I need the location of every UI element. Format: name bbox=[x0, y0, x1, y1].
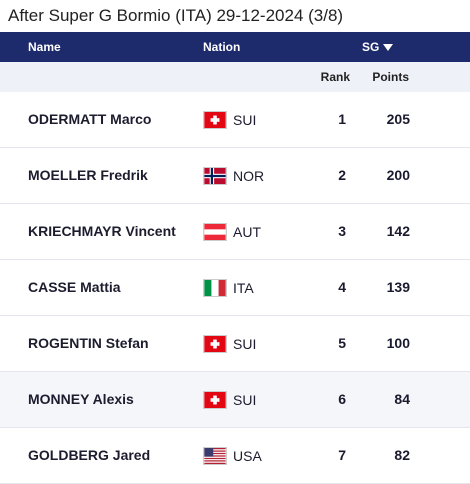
nation-code: NOR bbox=[233, 167, 265, 184]
table-row[interactable]: CASSE Mattia ITA 4 139 bbox=[0, 260, 470, 316]
table-row[interactable]: MOELLER Fredrik NOR 2 200 bbox=[0, 148, 470, 204]
points-value: 142 bbox=[386, 223, 410, 239]
nation-cell: NOR bbox=[203, 148, 264, 203]
table-row[interactable]: MONNEY Alexis SUI 6 84 bbox=[0, 372, 470, 428]
rank-value: 4 bbox=[338, 279, 346, 295]
table-row[interactable]: KRIECHMAYR Vincent AUT 3 142 bbox=[0, 204, 470, 260]
nation-code: SUI bbox=[233, 335, 257, 352]
table-row[interactable]: GOLDBERG Jared USA 7 82 bbox=[0, 428, 470, 484]
results-table: ODERMATT Marco SUI 1 205 MOELLER Fredrik… bbox=[0, 92, 470, 484]
nation-code: SUI bbox=[233, 111, 257, 128]
points-value: 205 bbox=[386, 111, 410, 127]
table-row[interactable]: ROGENTIN Stefan SUI 5 100 bbox=[0, 316, 470, 372]
nation-cell: SUI bbox=[203, 372, 256, 427]
column-header-rank[interactable]: Rank bbox=[320, 70, 350, 84]
flag-sui-icon bbox=[203, 334, 227, 353]
nation-code: SUI bbox=[233, 391, 257, 408]
table-row[interactable]: ODERMATT Marco SUI 1 205 bbox=[0, 92, 470, 148]
nation-cell: SUI bbox=[203, 92, 256, 147]
page-title: After Super G Bormio (ITA) 29-12-2024 (3… bbox=[8, 6, 344, 25]
column-header-nation[interactable]: Nation bbox=[203, 40, 241, 54]
athlete-name[interactable]: KRIECHMAYR Vincent bbox=[28, 223, 176, 239]
flag-usa-icon bbox=[203, 446, 227, 465]
nation-code: AUT bbox=[233, 223, 261, 240]
sort-down-icon bbox=[383, 44, 394, 52]
nation-cell: ITA bbox=[203, 260, 254, 315]
flag-sui-icon bbox=[203, 110, 227, 129]
table-header: Name Nation SG bbox=[0, 32, 470, 62]
points-value: 100 bbox=[386, 335, 410, 351]
athlete-name[interactable]: GOLDBERG Jared bbox=[28, 447, 151, 463]
athlete-name[interactable]: MONNEY Alexis bbox=[28, 391, 134, 407]
athlete-name[interactable]: ROGENTIN Stefan bbox=[28, 335, 149, 351]
nation-code: ITA bbox=[233, 279, 254, 296]
flag-aut-icon bbox=[203, 222, 227, 241]
rank-value: 3 bbox=[338, 223, 346, 239]
flag-sui-icon bbox=[203, 390, 227, 409]
flag-nor-icon bbox=[203, 166, 227, 185]
points-value: 139 bbox=[386, 279, 410, 295]
column-header-name[interactable]: Name bbox=[28, 40, 61, 54]
flag-ita-icon bbox=[203, 278, 227, 297]
points-value: 200 bbox=[386, 167, 410, 183]
nation-cell: USA bbox=[203, 428, 262, 483]
athlete-name[interactable]: MOELLER Fredrik bbox=[28, 167, 148, 183]
points-value: 82 bbox=[394, 447, 410, 463]
rank-value: 1 bbox=[338, 111, 346, 127]
column-header-points[interactable]: Points bbox=[372, 70, 409, 84]
rank-value: 2 bbox=[338, 167, 346, 183]
athlete-name[interactable]: ODERMATT Marco bbox=[28, 111, 152, 127]
athlete-name[interactable]: CASSE Mattia bbox=[28, 279, 121, 295]
rank-value: 6 bbox=[338, 391, 346, 407]
column-header-sg[interactable]: SG bbox=[362, 32, 394, 62]
nation-cell: SUI bbox=[203, 316, 256, 371]
nation-code: USA bbox=[233, 447, 262, 464]
nation-cell: AUT bbox=[203, 204, 261, 259]
sg-label: SG bbox=[362, 40, 380, 54]
points-value: 84 bbox=[394, 391, 410, 407]
table-subheader: Rank Points bbox=[0, 62, 470, 92]
rank-value: 5 bbox=[338, 335, 346, 351]
rank-value: 7 bbox=[338, 447, 346, 463]
